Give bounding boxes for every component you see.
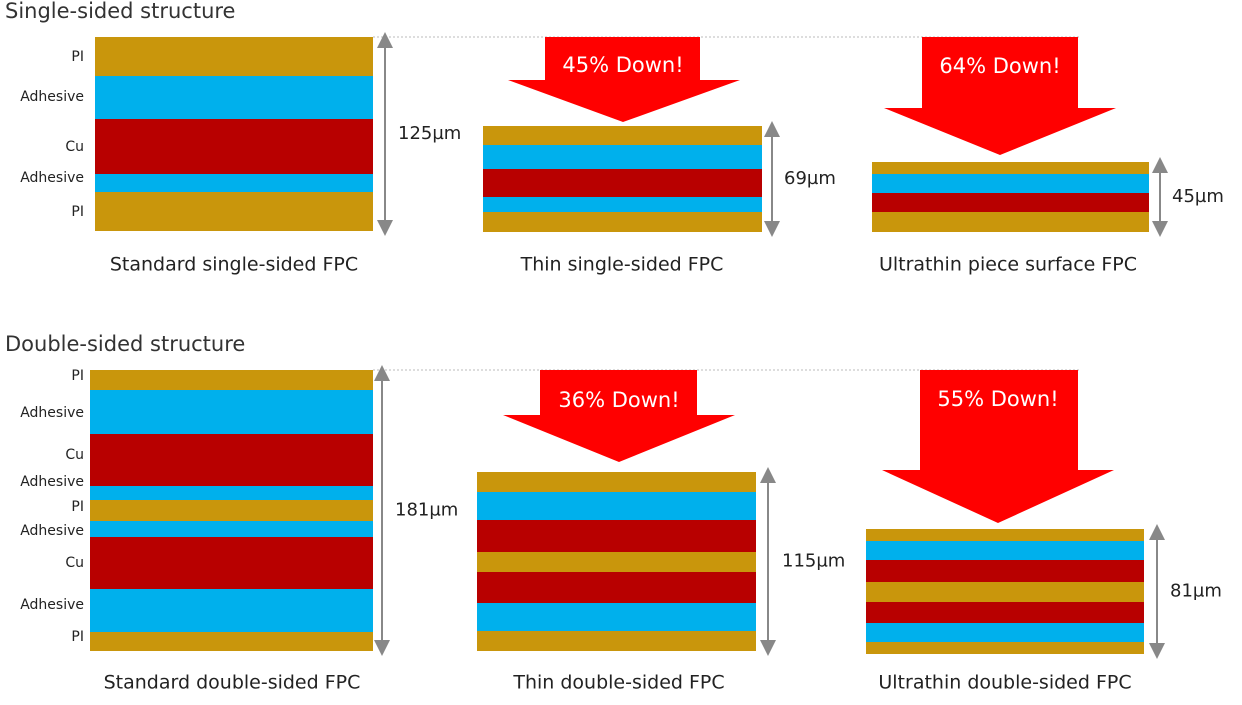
reduction-label: 55% Down! [937,387,1058,411]
reduction-arrow [508,37,740,122]
reduction-arrow [884,37,1116,155]
layer [90,589,373,632]
layer [90,521,373,537]
layer [95,192,373,231]
thickness-label: 115µm [782,551,845,572]
layer-label: PI [71,49,84,65]
layer [483,197,762,212]
layer [866,602,1144,623]
thickness-label: 45µm [1172,186,1224,207]
layer [477,603,756,631]
reduction-label: 36% Down! [558,388,679,412]
layer [477,520,756,552]
layer [483,169,762,197]
layer-label: Adhesive [20,405,84,421]
layer [95,76,373,119]
thickness-label: 69µm [784,168,836,189]
layer [483,212,762,232]
layer [90,434,373,486]
layer [872,193,1149,212]
layer [90,486,373,500]
layer [90,537,373,589]
thickness-label: 125µm [398,123,461,144]
layer-label: Cu [65,139,84,155]
layer [866,560,1144,582]
caption: Standard single-sided FPC [110,254,358,276]
caption: Standard double-sided FPC [104,672,361,694]
section-title: Single-sided structure [5,0,235,23]
section-title: Double-sided structure [5,332,245,356]
layer [866,642,1144,654]
layer-label: Adhesive [20,89,84,105]
layer [477,572,756,603]
layer [477,552,756,572]
layer-label: Adhesive [20,523,84,539]
reduction-arrow [503,370,735,462]
layer [872,174,1149,193]
caption: Thin double-sided FPC [512,672,724,694]
reduction-label: 45% Down! [562,53,683,77]
layer [90,500,373,521]
layer [866,529,1144,541]
layer-label: Adhesive [20,474,84,490]
layer [95,119,373,174]
layer [866,623,1144,642]
layer [477,492,756,520]
layer [483,145,762,169]
reduction-arrow [882,370,1114,523]
caption: Thin single-sided FPC [520,254,724,276]
thickness-label: 181µm [395,500,458,521]
reduction-label: 64% Down! [939,54,1060,78]
layer-label: Cu [65,447,84,463]
layer [483,126,762,145]
layer [872,212,1149,232]
layer [866,582,1144,602]
layer [477,631,756,651]
layer-label: Adhesive [20,170,84,186]
layer [866,541,1144,560]
layer-label: Cu [65,555,84,571]
layer-label: PI [71,368,84,384]
caption: Ultrathin piece surface FPC [879,254,1137,276]
layer [872,162,1149,174]
layer-label: PI [71,204,84,220]
layer [90,632,373,651]
layer [95,37,373,76]
layer [95,174,373,192]
layer-label: Adhesive [20,597,84,613]
layer [477,472,756,492]
thickness-label: 81µm [1170,581,1222,602]
layer [90,370,373,390]
layer [90,390,373,434]
layer-label: PI [71,499,84,515]
layer-label: PI [71,629,84,645]
caption: Ultrathin double-sided FPC [878,672,1131,694]
